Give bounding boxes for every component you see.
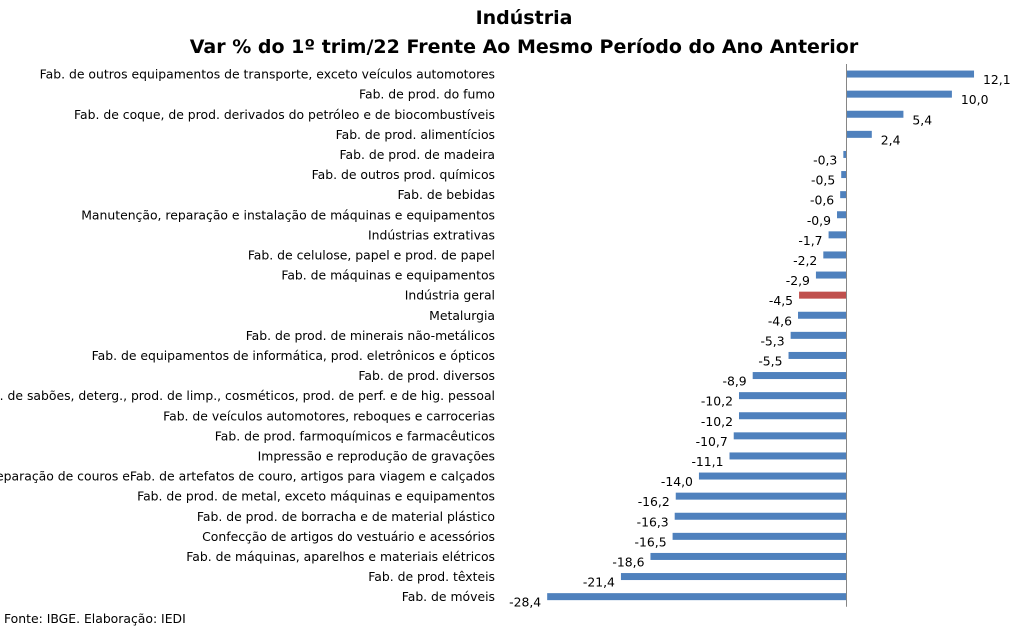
category-label: Fab. de máquinas, aparelhos e materiais … <box>186 549 495 564</box>
category-label: Fab. de prod. têxteis <box>368 569 495 584</box>
source-note: Fonte: IBGE. Elaboração: IEDI <box>4 611 186 626</box>
value-label: 2,4 <box>881 132 901 147</box>
category-label: Fab. de equipamentos de informática, pro… <box>92 348 495 363</box>
value-label: -0,5 <box>811 173 835 188</box>
bar <box>846 110 904 118</box>
category-labels: Fab. de outros equipamentos de transport… <box>0 67 495 605</box>
bar <box>843 150 847 158</box>
category-label: Fab. de coque, de prod. derivados do pet… <box>74 107 495 122</box>
category-label: Impressão e reprodução de gravações <box>258 448 495 463</box>
category-label: Fab. de máquinas e equipamentos <box>281 268 495 283</box>
value-label: -10,7 <box>696 434 728 449</box>
bar <box>846 130 872 138</box>
bar <box>620 573 847 581</box>
category-label: Fab. de prod. de borracha e de material … <box>197 509 495 524</box>
chart-title: Indústria <box>476 7 573 29</box>
bar <box>799 291 847 299</box>
bar <box>828 231 847 239</box>
category-label: Fab. de prod. de metal, exceto máquinas … <box>137 489 495 504</box>
bars <box>547 70 975 601</box>
value-label: -10,2 <box>701 414 733 429</box>
bar <box>837 211 847 219</box>
value-label: -1,7 <box>798 233 822 248</box>
bar <box>841 171 847 179</box>
category-label: Fab. de veículos automotores, reboques e… <box>163 408 495 423</box>
category-label: Fab. de prod. alimentícios <box>336 127 495 142</box>
value-label: -14,0 <box>661 474 693 489</box>
value-label: -0,9 <box>807 213 831 228</box>
bar <box>788 351 847 359</box>
category-label: Fab. de prod. de madeira <box>340 147 495 162</box>
bar <box>790 331 847 339</box>
bar <box>698 472 847 480</box>
category-label: Manutenção, reparação e instalação de má… <box>81 207 495 222</box>
category-label: Fab. de prod. diversos <box>358 368 495 383</box>
bar <box>547 593 847 601</box>
category-label: Preparação de couros eFab. de artefatos … <box>0 469 495 484</box>
bar <box>733 432 847 440</box>
value-label: -16,2 <box>638 494 670 509</box>
bar <box>823 251 847 259</box>
category-label: Fab. de móveis <box>402 589 495 604</box>
value-label: -4,6 <box>768 313 792 328</box>
bar <box>729 452 847 460</box>
value-label: -0,3 <box>813 152 837 167</box>
value-label: -2,2 <box>793 253 817 268</box>
value-label: 10,0 <box>961 92 989 107</box>
category-label: Fab. de prod. de minerais não-metálicos <box>246 328 495 343</box>
category-label: Fab. de celulose, papel e prod. de papel <box>248 247 495 262</box>
category-label: Fab. de prod. do fumo <box>359 87 495 102</box>
value-label: -8,9 <box>723 374 747 389</box>
bar <box>752 372 847 380</box>
bar <box>840 191 847 199</box>
bar <box>650 552 847 560</box>
bar <box>738 392 847 400</box>
bar <box>815 271 847 279</box>
bar <box>798 311 847 319</box>
value-label: -21,4 <box>583 575 615 590</box>
category-label: Fab. de prod. farmoquímicos e farmacêuti… <box>215 428 495 443</box>
value-label: -2,9 <box>786 273 810 288</box>
value-labels: 12,1 10,0 5,4 2,4 -0,3 -0,5 -0,6 -0,9 -1,7 -2,2 -2… <box>509 72 1011 610</box>
bar <box>846 90 952 98</box>
bar <box>846 70 975 78</box>
bar <box>672 532 847 540</box>
chart-subtitle: Var % do 1º trim/22 Frente Ao Mesmo Perí… <box>190 36 859 58</box>
category-label: Confecção de artigos do vestuário e aces… <box>202 529 495 544</box>
value-label: -11,1 <box>691 454 723 469</box>
category-label: Indústria geral <box>405 288 495 303</box>
value-label: -16,5 <box>635 534 667 549</box>
value-label: -18,6 <box>612 554 644 569</box>
value-label: -0,6 <box>810 193 834 208</box>
category-label: Fab. de bebidas <box>398 187 495 202</box>
bar <box>738 412 847 420</box>
category-label: Fab. de sabões, deterg., prod. de limp.,… <box>0 388 495 403</box>
value-label: -5,3 <box>760 333 784 348</box>
category-label: Metalurgia <box>429 308 495 323</box>
value-label: 5,4 <box>912 112 932 127</box>
value-label: -10,2 <box>701 394 733 409</box>
value-label: -28,4 <box>509 595 541 610</box>
value-label: -5,5 <box>758 353 782 368</box>
category-label: Fab. de outros prod. químicos <box>312 167 495 182</box>
value-label: -4,5 <box>769 293 793 308</box>
category-label: Fab. de outros equipamentos de transport… <box>40 67 495 82</box>
value-label: 12,1 <box>983 72 1011 87</box>
value-label: -16,3 <box>637 514 669 529</box>
category-label: Indústrias extrativas <box>368 227 495 242</box>
bar <box>674 512 847 520</box>
bar <box>675 492 847 500</box>
